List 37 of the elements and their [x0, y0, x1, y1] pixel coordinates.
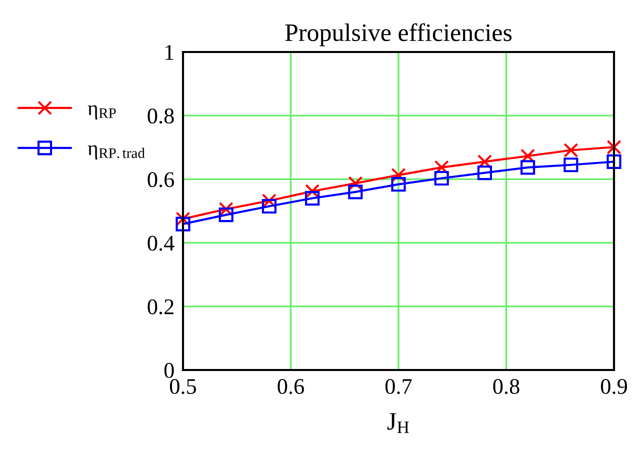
point — [391, 168, 406, 182]
y-tick-label: 0.2 — [148, 299, 174, 314]
x-tick-label: 0.6 — [278, 378, 304, 394]
x-tick-label: 0.7 — [385, 378, 412, 394]
point — [520, 160, 536, 175]
point — [520, 148, 536, 164]
y-tick-label: 0.8 — [148, 108, 174, 124]
point — [348, 176, 363, 191]
point — [176, 212, 190, 226]
point — [434, 160, 449, 175]
point — [606, 140, 622, 154]
point — [477, 154, 492, 170]
point — [391, 176, 406, 192]
chart-title: Propulsive efficiencies — [285, 23, 512, 46]
point — [262, 194, 276, 208]
point — [348, 184, 363, 200]
point — [564, 142, 578, 158]
x-axis-title: J$_{H}$ — [387, 413, 409, 434]
point — [477, 166, 492, 180]
x-tick-label: 0.5 — [170, 378, 196, 394]
point — [305, 190, 320, 206]
y-tick-label: 0 — [164, 362, 174, 378]
point — [176, 216, 190, 232]
x-tick-label: 0.8 — [493, 378, 520, 394]
legend-label: η$_{RP}$ — [88, 105, 116, 120]
x-tick-label: 0.9 — [600, 378, 627, 394]
point — [434, 170, 449, 186]
point — [218, 202, 234, 216]
point — [262, 198, 276, 214]
legend-label: η$_{RP.trad}$ — [88, 145, 145, 160]
y-tick-label: 1 — [166, 45, 174, 60]
y-tick-label: 0.6 — [148, 172, 174, 188]
point — [606, 154, 622, 170]
y-tick-label: 0.4 — [148, 236, 174, 251]
point — [218, 208, 234, 222]
point — [564, 158, 578, 172]
point — [305, 184, 320, 199]
